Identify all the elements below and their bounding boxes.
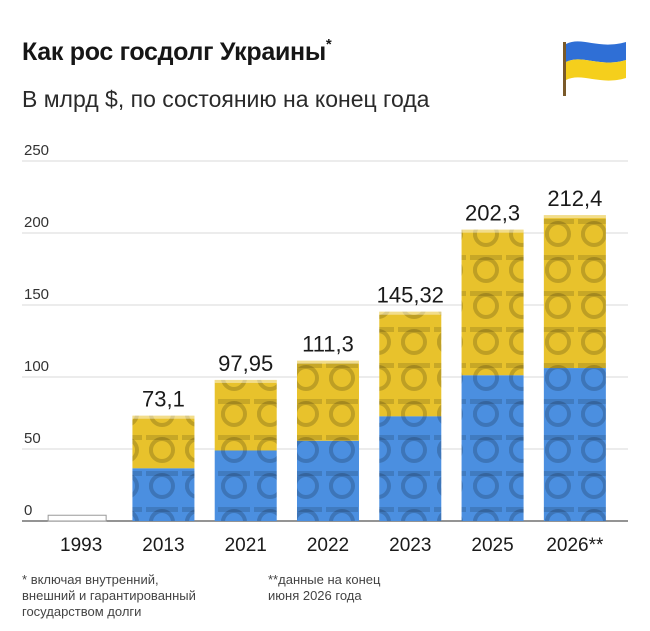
bar — [214, 379, 277, 521]
value-label: 212,4 — [547, 186, 602, 211]
bar — [543, 215, 606, 522]
bar — [461, 229, 524, 522]
x-tick-label: 2025 — [471, 535, 513, 556]
x-tick-label: 2013 — [142, 535, 184, 556]
bar — [297, 360, 359, 521]
bar-top-edge — [132, 415, 195, 419]
bar-texture — [543, 215, 606, 522]
bar — [379, 311, 442, 521]
value-label: 202,3 — [465, 201, 520, 226]
y-tick-label: 100 — [24, 358, 49, 375]
footnote-1-mark: * — [22, 572, 28, 587]
chart-subtitle: В млрд $, по состоянию на конец года — [22, 86, 430, 112]
y-tick-label: 250 — [24, 142, 49, 159]
x-tick-label: 2022 — [307, 535, 349, 556]
y-tick-label: 50 — [24, 430, 41, 447]
bar-texture — [297, 360, 359, 521]
bar-top-edge — [297, 360, 359, 364]
x-tick-label: 2023 — [389, 535, 431, 556]
y-tick-label: 200 — [24, 214, 49, 231]
x-axis-labels: 1993 2013 2021 2022 2023 2025 2026** — [60, 535, 604, 556]
bars — [47, 215, 606, 522]
x-tick-label: 2026** — [546, 535, 604, 556]
value-label: 111,3 — [302, 332, 354, 357]
bar-texture — [461, 229, 524, 522]
bar-texture — [379, 311, 442, 521]
footnote-2: **данные на конец июня 2026 года — [268, 572, 438, 604]
footnote-2-text: данные на конец июня 2026 года — [268, 572, 381, 603]
bar-top-edge — [214, 379, 277, 383]
value-label: 73,1 — [142, 387, 185, 412]
value-labels: 73,1 97,95 111,3 145,32 202,3 212,4 — [142, 186, 602, 412]
bar-segment — [47, 514, 107, 522]
ukraine-flag-icon — [563, 41, 626, 96]
y-tick-label: 0 — [24, 502, 32, 519]
bar-texture — [214, 379, 277, 521]
value-label: 97,95 — [218, 351, 273, 376]
bar-top-edge — [379, 311, 442, 315]
x-tick-label: 2021 — [225, 535, 267, 556]
title-footnote-mark: * — [325, 36, 332, 53]
value-label: 145,32 — [377, 283, 444, 308]
bar — [47, 514, 107, 522]
footnote-2-mark: ** — [268, 572, 279, 587]
y-tick-label: 150 — [24, 286, 49, 303]
bar-top-edge — [461, 229, 524, 233]
footnote-1-text: включая внутренний, внешний и гарантиров… — [22, 572, 196, 619]
chart-title-text: Как рос госдолг Украины — [22, 38, 326, 66]
bar-top-edge — [543, 215, 606, 219]
x-tick-label: 1993 — [60, 535, 102, 556]
footnote-1: * включая внутренний, внешний и гарантир… — [22, 572, 252, 620]
chart-title: Как рос госдолг Украины* — [22, 36, 332, 67]
y-axis-ticks: 0 50 100 150 200 250 — [24, 142, 49, 519]
bar-texture — [132, 415, 195, 521]
bar — [132, 415, 195, 521]
bar-chart: 0 50 100 150 200 250 73,1 97,95 111,3 145,32 202,… — [22, 142, 628, 556]
